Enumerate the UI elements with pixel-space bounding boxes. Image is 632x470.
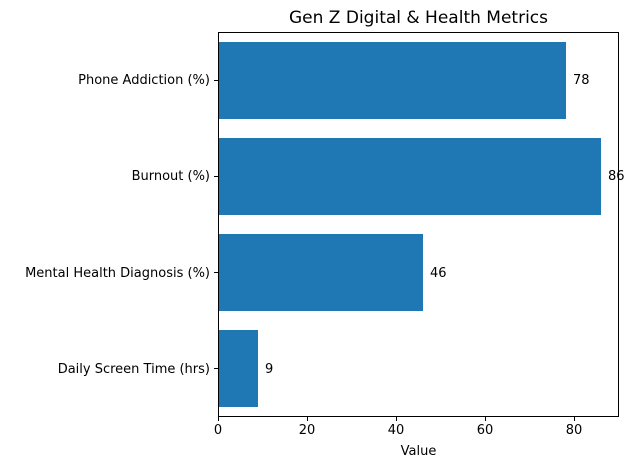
y-tick-label: Daily Screen Time (hrs)	[57, 362, 210, 377]
x-tick-mark	[396, 417, 397, 421]
y-tick-label: Burnout (%)	[131, 169, 210, 184]
x-tick-mark	[574, 417, 575, 421]
bar-value-label: 46	[430, 266, 447, 281]
x-axis-label: Value	[400, 444, 437, 459]
y-tick-mark	[214, 272, 218, 273]
x-tick-label: 80	[565, 423, 583, 438]
y-tick-mark	[214, 176, 218, 177]
bar	[219, 234, 423, 311]
bar-value-label: 86	[608, 169, 625, 184]
y-tick-label: Phone Addiction (%)	[78, 73, 210, 88]
bar-value-label: 9	[265, 362, 274, 377]
x-tick-mark	[307, 417, 308, 421]
x-tick-label: 40	[387, 423, 405, 438]
x-tick-mark	[485, 417, 486, 421]
bar	[219, 138, 601, 215]
chart-title: Gen Z Digital & Health Metrics	[289, 8, 548, 28]
y-tick-mark	[214, 80, 218, 81]
x-tick-mark	[218, 417, 219, 421]
x-tick-label: 0	[213, 423, 223, 438]
y-tick-mark	[214, 368, 218, 369]
x-tick-label: 20	[298, 423, 316, 438]
y-tick-label: Mental Health Diagnosis (%)	[25, 266, 210, 281]
bar	[219, 330, 258, 407]
x-tick-label: 60	[476, 423, 494, 438]
bar-value-label: 78	[573, 73, 590, 88]
bar	[219, 42, 566, 119]
